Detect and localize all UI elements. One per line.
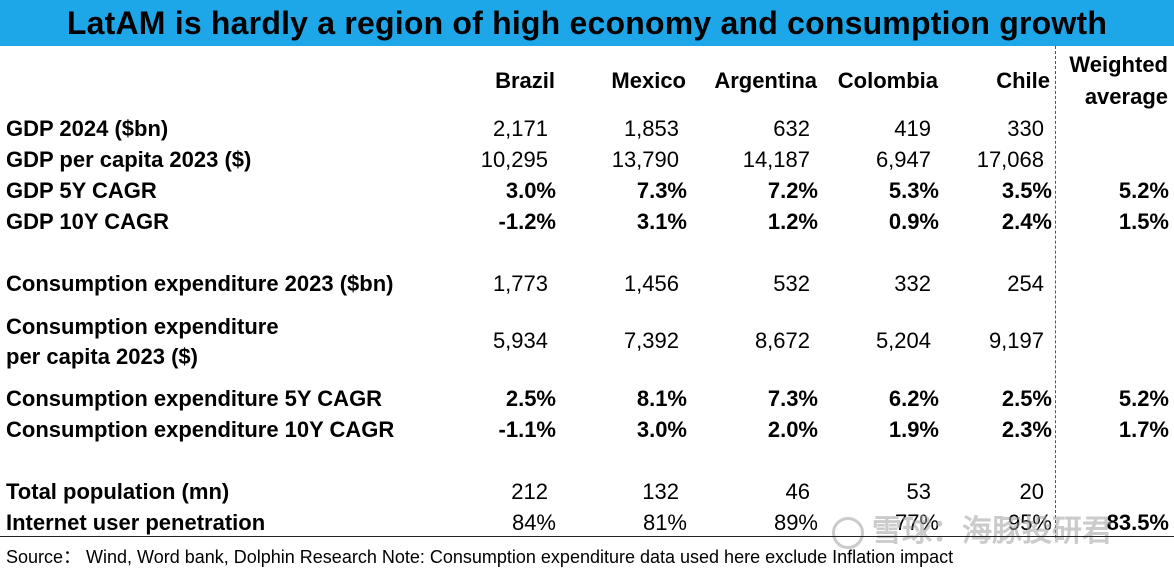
value-brazil: 2.5% xyxy=(505,386,556,411)
row-label-internet-penetration: Internet user penetration xyxy=(6,510,266,535)
value-colombia: 53 xyxy=(906,479,931,504)
value-argentina: 46 xyxy=(785,479,810,504)
value-weighted: 5.2% xyxy=(1118,386,1169,411)
col-header-brazil: Brazil xyxy=(495,68,555,93)
row-label-consumption-5y-cagr: Consumption expenditure 5Y CAGR xyxy=(6,386,383,411)
value-mexico: 8.1% xyxy=(636,386,687,411)
value-colombia: 5.3% xyxy=(888,178,939,203)
watermark: 雪球：海豚投研君 xyxy=(832,506,1112,550)
value-colombia: 1.9% xyxy=(888,417,939,442)
value-chile: 17,068 xyxy=(976,147,1044,172)
row-label-consumption-per-capita: Consumption expenditure xyxy=(6,314,279,339)
value-mexico: 81% xyxy=(642,510,687,535)
value-argentina: 632 xyxy=(773,116,810,141)
value-argentina: 7.2% xyxy=(767,178,818,203)
value-colombia: 419 xyxy=(894,116,931,141)
value-weighted: 83.5% xyxy=(1106,510,1169,535)
value-brazil: 2,171 xyxy=(492,116,548,141)
value-chile: 2.3% xyxy=(1001,417,1052,442)
value-mexico: 13,790 xyxy=(611,147,679,172)
value-argentina: 2.0% xyxy=(767,417,818,442)
value-argentina: 8,672 xyxy=(754,328,810,353)
row-label-consumption-10y-cagr: Consumption expenditure 10Y CAGR xyxy=(6,417,395,442)
row-label-gdp-10y-cagr: GDP 10Y CAGR xyxy=(6,209,170,234)
value-chile: 95% xyxy=(1007,510,1052,535)
value-brazil: -1.2% xyxy=(498,209,556,234)
value-chile: 330 xyxy=(1007,116,1044,141)
value-chile: 20 xyxy=(1019,479,1044,504)
value-colombia: 77% xyxy=(894,510,939,535)
watermark-text: 雪球：海豚投研君 xyxy=(872,515,1112,548)
value-mexico: 132 xyxy=(642,479,679,504)
value-colombia: 5,204 xyxy=(875,328,931,353)
value-brazil: 3.0% xyxy=(505,178,556,203)
value-colombia: 6.2% xyxy=(888,386,939,411)
col-header-argentina: Argentina xyxy=(714,68,817,93)
table-bottom-rule xyxy=(0,536,1174,537)
col-header-weighted: Weighted xyxy=(1069,52,1168,77)
value-weighted: 1.7% xyxy=(1118,417,1169,442)
value-chile: 254 xyxy=(1007,271,1044,296)
col-header-mexico: Mexico xyxy=(611,68,686,93)
value-brazil: 84% xyxy=(511,510,556,535)
value-chile: 9,197 xyxy=(988,328,1044,353)
row-label-consumption-per-capita-line2: per capita 2023 ($) xyxy=(6,344,198,369)
snowball-logo-icon xyxy=(832,517,864,550)
value-mexico: 3.0% xyxy=(636,417,687,442)
row-label-gdp-per-capita: GDP per capita 2023 ($) xyxy=(6,147,252,172)
value-mexico: 7,392 xyxy=(623,328,679,353)
column-divider xyxy=(1055,46,1056,538)
value-mexico: 1,456 xyxy=(623,271,679,296)
row-label-gdp-5y-cagr: GDP 5Y CAGR xyxy=(6,178,157,203)
page-title: LatAM is hardly a region of high economy… xyxy=(0,0,1174,46)
value-weighted: 5.2% xyxy=(1118,178,1169,203)
value-weighted: 1.5% xyxy=(1118,209,1169,234)
value-colombia: 6,947 xyxy=(875,147,931,172)
row-label-gdp-2024: GDP 2024 ($bn) xyxy=(6,116,169,141)
col-header-average: average xyxy=(1084,84,1168,109)
value-argentina: 1.2% xyxy=(767,209,818,234)
value-mexico: 1,853 xyxy=(623,116,679,141)
col-header-colombia: Colombia xyxy=(837,68,938,93)
value-chile: 2.5% xyxy=(1001,386,1052,411)
value-argentina: 89% xyxy=(773,510,818,535)
value-brazil: -1.1% xyxy=(498,417,556,442)
value-brazil: 1,773 xyxy=(492,271,548,296)
value-chile: 2.4% xyxy=(1001,209,1052,234)
value-mexico: 7.3% xyxy=(636,178,687,203)
col-header-chile: Chile xyxy=(996,68,1050,93)
value-argentina: 14,187 xyxy=(742,147,810,172)
value-argentina: 7.3% xyxy=(767,386,818,411)
row-label-consumption-2023: Consumption expenditure 2023 ($bn) xyxy=(6,271,394,296)
value-argentina: 532 xyxy=(773,271,810,296)
value-brazil: 212 xyxy=(511,479,548,504)
value-brazil: 10,295 xyxy=(480,147,548,172)
value-mexico: 3.1% xyxy=(636,209,687,234)
source-note: Source： Wind, Word bank, Dolphin Researc… xyxy=(6,547,954,567)
value-colombia: 332 xyxy=(894,271,931,296)
value-brazil: 5,934 xyxy=(492,328,548,353)
value-chile: 3.5% xyxy=(1001,178,1052,203)
value-colombia: 0.9% xyxy=(888,209,939,234)
row-label-total-population: Total population (mn) xyxy=(6,479,230,504)
